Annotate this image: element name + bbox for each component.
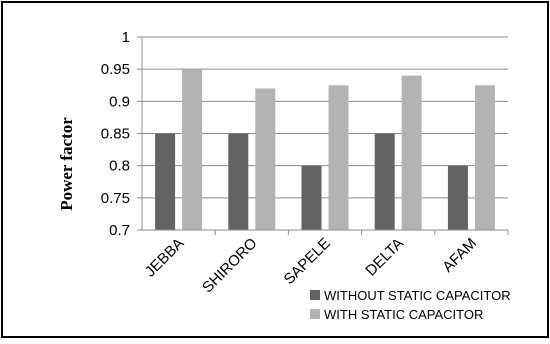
bars xyxy=(155,69,495,231)
y-tick-label: 0.7 xyxy=(109,222,130,239)
bar-with-static-capacitor xyxy=(328,85,349,230)
bar-with-static-capacitor xyxy=(474,85,495,230)
bar-without-static-capacitor xyxy=(447,165,468,230)
legend-label: WITHOUT STATIC CAPACITOR xyxy=(324,288,511,303)
legend-swatch xyxy=(310,290,320,300)
bar-without-static-capacitor xyxy=(155,133,176,230)
y-tick-label: 0.8 xyxy=(109,158,130,175)
legend-swatch xyxy=(310,309,320,319)
gridlines xyxy=(142,36,508,199)
bar-with-static-capacitor xyxy=(182,69,203,231)
bar-without-static-capacitor xyxy=(301,165,322,230)
bar-without-static-capacitor xyxy=(374,133,395,230)
y-tick-label: 0.9 xyxy=(109,93,130,110)
legend-label: WITH STATIC CAPACITOR xyxy=(324,307,483,322)
y-tick-label: 0.75 xyxy=(101,190,130,207)
y-tick-label: 0.85 xyxy=(101,126,130,143)
legend: WITHOUT STATIC CAPACITOR WITH STATIC CAPA… xyxy=(310,288,511,322)
bar-without-static-capacitor xyxy=(228,133,249,230)
y-tick-label: 0.95 xyxy=(101,61,130,78)
bar-with-static-capacitor xyxy=(255,88,276,230)
y-tick-label: 1 xyxy=(122,29,130,46)
bar-with-static-capacitor xyxy=(401,75,422,230)
y-axis-label: Power factor xyxy=(57,117,76,211)
